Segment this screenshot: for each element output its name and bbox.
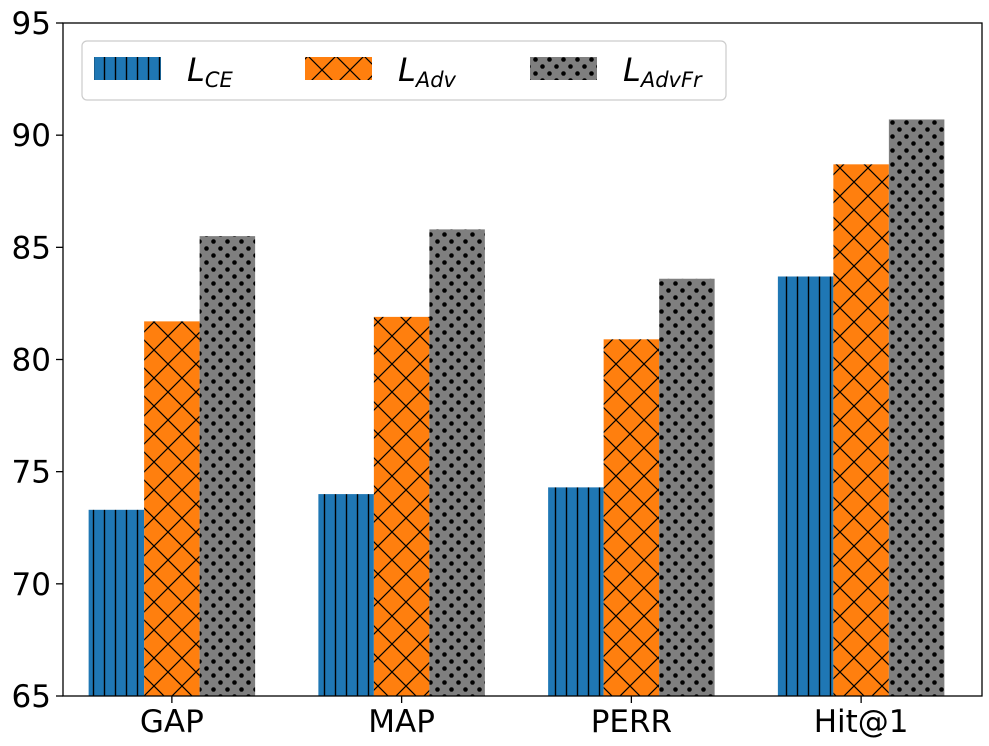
bar-l-ce-gap [88,509,145,696]
bar-l-adv-gap [144,321,200,696]
legend-label: LCE [187,51,233,92]
x-tick-label: MAP [368,704,435,740]
bar-l-ce-map [318,494,374,696]
y-tick-label: 65 [12,679,51,715]
x-tick-label: PERR [591,704,672,740]
bar-l-advfr-hitat1 [888,119,945,697]
y-tick-label: 75 [12,455,51,491]
plot-frame [62,22,983,697]
legend-label: LAdvFr [623,51,703,92]
bar-l-advfr-map [429,229,485,697]
bar-l-adv-hitat1 [833,164,889,696]
bar-l-adv-perr [603,339,660,696]
bar-l-advfr-gap [199,236,256,696]
legend-swatch [305,57,372,80]
y-tick-label: 90 [12,118,51,154]
legend-label: LAdv [398,51,457,92]
bar-l-advfr-perr [659,278,715,696]
bar-l-ce-hitat1 [777,276,834,696]
y-tick-label: 80 [12,343,51,379]
legend-swatch [530,57,597,80]
legend-box [81,40,727,101]
y-tick-label: 95 [12,6,51,42]
x-tick-label: GAP [140,704,204,740]
x-tick-label: Hit@1 [814,704,909,740]
bar-l-adv-map [373,316,430,696]
bar-l-ce-perr [548,487,604,696]
y-tick-label: 85 [12,230,51,266]
y-tick-label: 70 [12,567,51,603]
legend-swatch [94,57,161,80]
